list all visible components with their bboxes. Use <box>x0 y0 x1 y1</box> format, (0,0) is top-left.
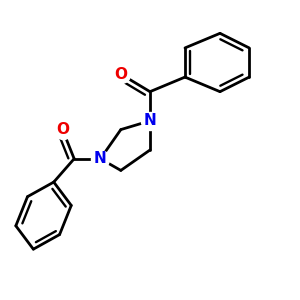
Text: O: O <box>56 122 69 137</box>
Text: O: O <box>114 67 127 82</box>
Text: N: N <box>94 151 107 166</box>
Text: N: N <box>144 113 156 128</box>
